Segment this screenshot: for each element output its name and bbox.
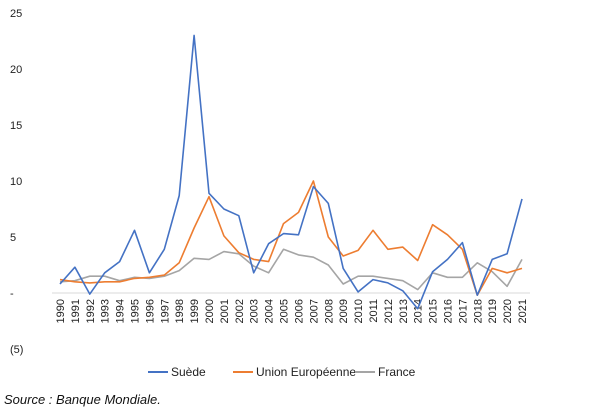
series-line-0 (59, 34, 523, 310)
y-tick-label: 5 (10, 232, 16, 244)
x-tick-label: 2021 (517, 299, 529, 323)
x-tick-label: 1998 (174, 299, 186, 323)
y-tick-label: (5) (10, 344, 23, 356)
x-tick-label: 2019 (487, 299, 499, 323)
x-tick-label: 2008 (323, 299, 335, 323)
x-tick-label: 1994 (115, 299, 127, 323)
x-tick-label: 2000 (204, 299, 216, 323)
x-tick-label: 2020 (502, 299, 514, 323)
x-tick-label: 1995 (130, 299, 142, 323)
x-tick-label: 1990 (55, 299, 67, 323)
x-tick-label: 2006 (293, 299, 305, 323)
x-tick-label: 2002 (234, 299, 246, 323)
x-tick-label: 2001 (219, 299, 231, 323)
x-tick-label: 1996 (144, 299, 156, 323)
x-tick-label: 1992 (85, 299, 97, 323)
x-tick-label: 2012 (383, 299, 395, 323)
x-tick-label: 2004 (264, 299, 276, 323)
x-tick-label: 1997 (159, 299, 171, 323)
x-axis-ticks: 1990 1991 1992 1993 1994 1995 1996 1997 1998 1999… (55, 299, 529, 323)
y-tick-label: - (10, 288, 14, 300)
x-tick-label: 1991 (70, 299, 82, 323)
x-tick-label: 2018 (472, 299, 484, 323)
x-tick-label: 2015 (428, 299, 440, 323)
x-tick-label: 2005 (279, 299, 291, 323)
legend: Suède Union Européenne France (148, 365, 416, 379)
y-tick-label: 15 (10, 120, 22, 132)
x-tick-label: 2011 (368, 299, 380, 323)
x-tick-label: 2010 (353, 299, 365, 323)
x-tick-label: 2007 (308, 299, 320, 323)
x-tick-label: 2014 (413, 299, 425, 323)
y-tick-label: 20 (10, 64, 22, 76)
y-tick-label: 25 (10, 8, 22, 20)
legend-label: France (378, 365, 416, 379)
series-line-2 (59, 248, 523, 291)
y-tick-label: 10 (10, 176, 22, 188)
x-tick-label: 2016 (442, 299, 454, 323)
legend-label: Union Européenne (256, 365, 356, 379)
x-tick-label: 1993 (100, 299, 112, 323)
series-lines (59, 34, 523, 310)
x-tick-label: 2009 (338, 299, 350, 323)
y-axis-ticks: 25 20 15 10 5 - (5) (10, 8, 23, 356)
series-line-1 (59, 180, 523, 297)
legend-label: Suède (171, 365, 206, 379)
source-note: Source : Banque Mondiale. (4, 392, 161, 407)
x-tick-label: 2013 (398, 299, 410, 323)
x-tick-label: 1999 (189, 299, 201, 323)
x-tick-label: 2017 (457, 299, 469, 323)
x-tick-label: 2003 (249, 299, 261, 323)
